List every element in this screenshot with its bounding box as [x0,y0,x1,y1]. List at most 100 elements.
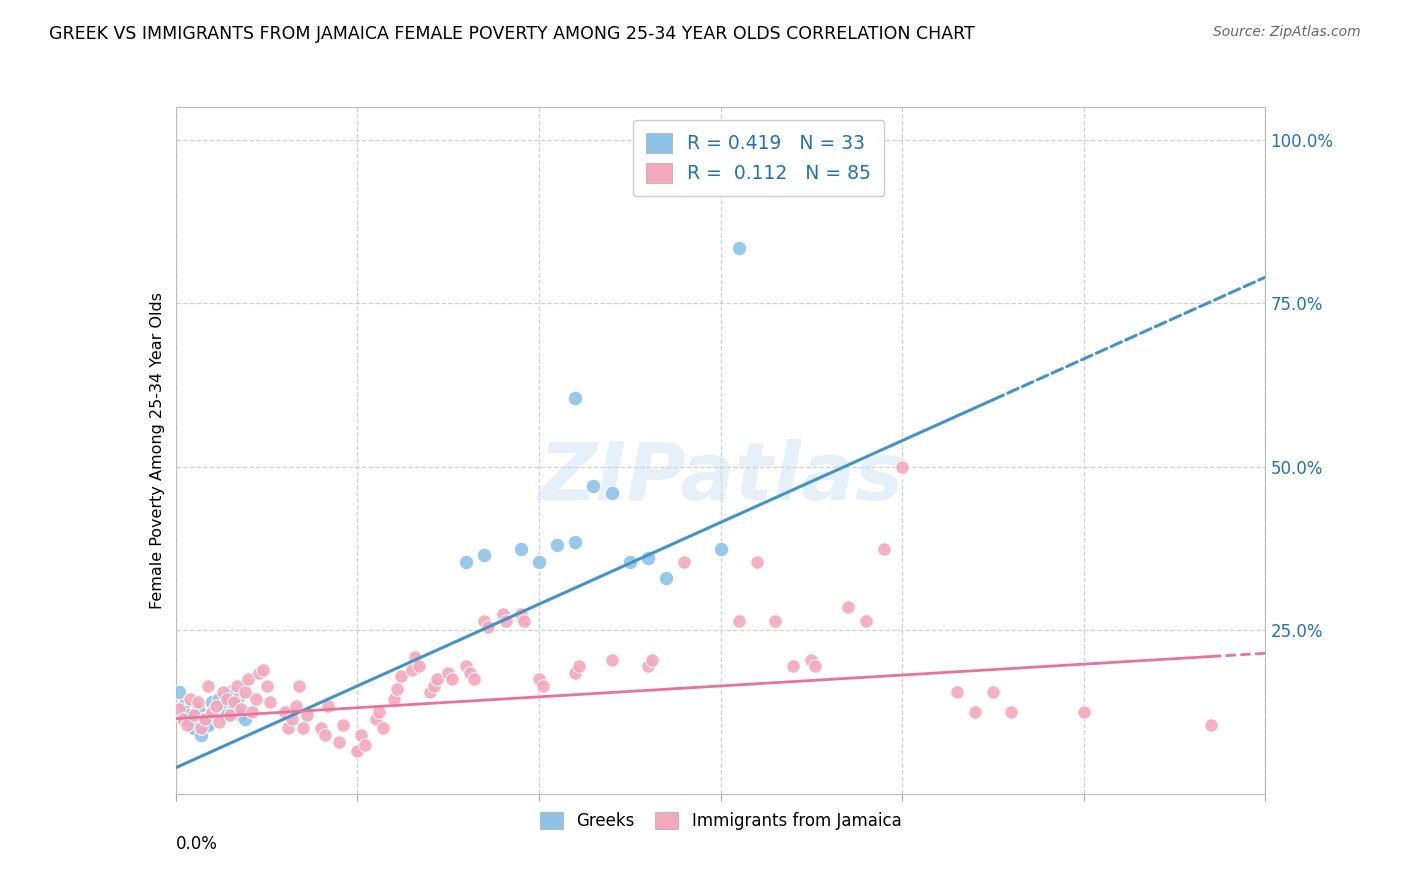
Point [673,555,696,569]
Point [710,541,733,556]
Point [945,685,967,699]
Point [190,728,212,742]
Point [474,548,496,562]
Point [531,679,554,693]
Point [281,712,304,726]
Point [204,698,226,713]
Point [350,728,373,742]
Point [252,663,274,677]
Point [197,718,219,732]
Point [318,698,340,713]
Point [284,698,307,713]
Point [655,571,678,585]
Point [328,734,350,748]
Point [727,241,749,255]
Point [219,708,242,723]
Point [509,541,531,556]
Point [495,614,517,628]
Point [247,665,270,680]
Point [763,614,786,628]
Point [226,679,249,693]
Point [371,722,394,736]
Point [405,649,427,664]
Point [172,712,194,726]
Point [800,653,823,667]
Point [245,692,267,706]
Legend: Greeks, Immigrants from Jamaica: Greeks, Immigrants from Jamaica [533,805,908,837]
Point [600,653,623,667]
Point [382,692,405,706]
Point [233,712,256,726]
Point [582,479,605,493]
Point [288,679,311,693]
Point [640,653,662,667]
Point [274,705,297,719]
Point [546,538,568,552]
Point [179,708,201,723]
Point [463,673,485,687]
Point [215,708,238,723]
Point [212,702,235,716]
Point [201,695,224,709]
Point [176,718,198,732]
Point [1000,705,1022,719]
Point [222,695,245,709]
Point [314,728,336,742]
Point [456,659,478,673]
Point [426,673,449,687]
Point [346,744,368,758]
Point [197,679,219,693]
Point [179,692,201,706]
Point [527,673,550,687]
Point [186,695,209,709]
Point [190,722,212,736]
Point [233,685,256,699]
Point [804,659,827,673]
Point [568,659,591,673]
Point [437,665,460,680]
Point [169,702,191,716]
Point [172,698,194,713]
Point [332,718,354,732]
Text: Source: ZipAtlas.com: Source: ZipAtlas.com [1213,25,1361,39]
Point [194,712,217,726]
Point [176,712,198,726]
Point [619,555,641,569]
Point [782,659,804,673]
Point [458,665,481,680]
Point [422,679,444,693]
Point [637,659,659,673]
Point [509,607,531,621]
Point [204,705,226,719]
Point [981,685,1004,699]
Point [231,708,253,723]
Point [183,722,205,736]
Text: ZIPatlas: ZIPatlas [538,439,903,517]
Point [353,738,375,752]
Y-axis label: Female Poverty Among 25-34 Year Olds: Female Poverty Among 25-34 Year Olds [149,292,165,609]
Point [259,695,281,709]
Point [295,708,318,723]
Point [208,692,231,706]
Point [201,705,224,719]
Point [401,663,423,677]
Point [477,620,499,634]
Point [745,555,768,569]
Point [238,673,260,687]
Point [231,702,253,716]
Point [837,600,859,615]
Point [1073,705,1095,719]
Point [513,614,536,628]
Point [440,673,463,687]
Point [637,551,659,566]
Point [226,692,249,706]
Point [727,614,749,628]
Point [309,722,332,736]
Point [564,535,586,549]
Point [256,679,278,693]
Point [891,459,914,474]
Point [215,692,238,706]
Point [387,682,409,697]
Point [564,391,586,405]
Point [963,705,986,719]
